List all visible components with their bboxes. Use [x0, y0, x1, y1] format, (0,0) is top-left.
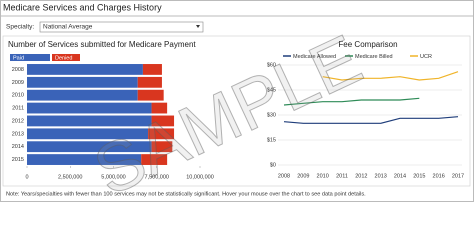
- legend-swatch: [52, 54, 80, 61]
- bar-segment: [137, 89, 164, 101]
- bar-segment: [27, 64, 143, 75]
- bar-segment: [137, 76, 162, 88]
- legend-label: Denied: [55, 55, 72, 61]
- bar-segment: [27, 89, 138, 101]
- x-tick-label: 2014: [394, 173, 406, 179]
- y-tick-label: 2013: [12, 131, 24, 137]
- x-tick-label: 2010: [317, 173, 329, 179]
- filter-label: Specialty:: [6, 24, 34, 31]
- x-tick-label: 2013: [375, 173, 387, 179]
- select-value: National Average: [43, 24, 93, 31]
- chart-title: Fee Comparison: [338, 40, 397, 49]
- legend-label: UCR: [420, 54, 432, 60]
- legend-label: Paid: [13, 55, 24, 61]
- bar-segment: [27, 141, 152, 153]
- y-tick-label: $15: [267, 137, 276, 143]
- x-tick-label: 2008: [278, 173, 290, 179]
- y-tick-label: 2010: [12, 93, 24, 99]
- line-series: [322, 71, 459, 81]
- x-tick-label: 5,000,000: [101, 174, 125, 180]
- bar-segment: [151, 141, 173, 153]
- specialty-select[interactable]: [39, 21, 204, 33]
- y-tick-label: $0: [270, 162, 276, 168]
- x-tick-label: 2011: [336, 173, 348, 179]
- bar-segment: [27, 76, 138, 88]
- y-tick-label: $30: [267, 112, 276, 118]
- bar-segment: [27, 154, 142, 165]
- y-tick-label: 2014: [12, 144, 24, 150]
- bar-segment: [141, 154, 168, 165]
- y-tick-label: 2012: [12, 118, 24, 124]
- x-tick-label: 2012: [355, 173, 367, 179]
- y-tick-label: 2015: [12, 157, 24, 163]
- line-series: [283, 97, 420, 106]
- legend-swatch: [10, 54, 50, 61]
- x-tick-label: 2015: [413, 173, 425, 179]
- y-tick-label: 2008: [12, 67, 24, 73]
- screen: Medicare Services and Charges History Sp…: [0, 0, 474, 202]
- chart-title: Number of Services submitted for Medicar…: [8, 40, 196, 49]
- x-tick-label: 2016: [433, 173, 445, 179]
- bar-segment: [151, 115, 175, 127]
- frame: [0, 0, 474, 202]
- line-series: [283, 116, 459, 124]
- y-tick-label: $60: [267, 62, 276, 68]
- x-tick-label: 10,000,000: [186, 174, 214, 180]
- x-tick-label: 2,500,000: [58, 174, 82, 180]
- y-tick-label: 2009: [12, 80, 24, 86]
- legend-label: Medicare Allowed: [293, 54, 336, 60]
- x-tick-label: 2009: [297, 173, 309, 179]
- bar-segment: [27, 102, 152, 114]
- bar-segment: [27, 128, 149, 140]
- y-tick-label: $45: [267, 87, 276, 93]
- x-tick-label: 2017: [452, 173, 464, 179]
- bar-segment: [27, 115, 152, 127]
- bar-segment: [148, 128, 175, 140]
- y-tick-label: 2011: [12, 106, 24, 112]
- chart-panel: [2, 35, 471, 187]
- select-arrow: [196, 25, 200, 28]
- page-title: Medicare Services and Charges History: [3, 2, 162, 12]
- bar-segment: [151, 102, 168, 114]
- bar-segment: [142, 64, 162, 75]
- page: {"header": {"title": "Medicare Services …: [0, 0, 474, 202]
- x-tick-label: 7,500,000: [145, 174, 169, 180]
- note: Note: Years/specialties with fewer than …: [6, 191, 366, 197]
- x-tick-label: 0: [25, 174, 28, 180]
- legend-label: Medicare Billed: [355, 54, 393, 60]
